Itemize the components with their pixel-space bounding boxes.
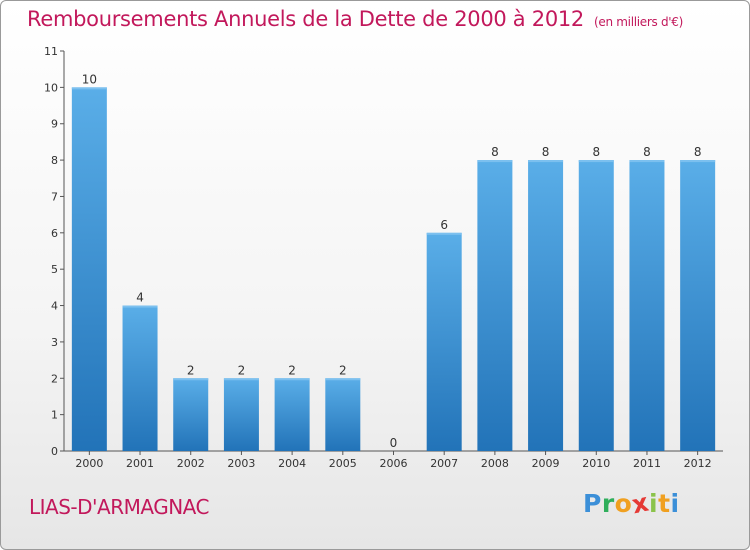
- bar: [680, 160, 716, 451]
- bar: [477, 160, 513, 451]
- bar: [528, 160, 564, 451]
- logo-letter: r: [601, 489, 615, 518]
- bar-highlight: [71, 87, 107, 90]
- bar: [223, 378, 259, 451]
- chart-title: Remboursements Annuels de la Dette de 20…: [27, 7, 683, 31]
- y-tick-label: 1: [51, 409, 58, 422]
- bar: [274, 378, 310, 451]
- y-tick-label: 0: [51, 445, 58, 458]
- bar-highlight: [122, 305, 158, 308]
- x-tick-label: 2012: [684, 457, 712, 470]
- bar-value-label: 4: [136, 291, 144, 305]
- logo-letter: i: [670, 489, 680, 518]
- bar-value-label: 8: [542, 145, 550, 159]
- bar-highlight: [477, 160, 513, 163]
- x-tick-label: 2009: [532, 457, 560, 470]
- y-tick-label: 4: [51, 300, 58, 313]
- x-tick-label: 2000: [75, 457, 103, 470]
- bar: [122, 305, 158, 451]
- bar-highlight: [528, 160, 564, 163]
- bar-value-label: 2: [288, 363, 296, 377]
- bar-value-label: 2: [238, 363, 246, 377]
- y-tick-label: 3: [51, 336, 58, 349]
- x-tick-label: 2011: [633, 457, 661, 470]
- logo-letter: P: [583, 489, 602, 518]
- logo-letter: o: [614, 489, 633, 518]
- y-tick-label: 10: [44, 81, 58, 94]
- logo-letter: i: [649, 489, 659, 518]
- bar-value-label: 8: [491, 145, 499, 159]
- bar-highlight: [578, 160, 614, 163]
- x-tick-label: 2002: [177, 457, 205, 470]
- bar-value-label: 8: [592, 145, 600, 159]
- bar-value-label: 8: [643, 145, 651, 159]
- y-tick-label: 7: [51, 190, 58, 203]
- x-tick-label: 2006: [380, 457, 408, 470]
- bar-value-label: 2: [187, 363, 195, 377]
- bar-value-label: 10: [82, 72, 97, 86]
- bar-value-label: 2: [339, 363, 347, 377]
- bar-value-label: 0: [390, 436, 398, 450]
- bar: [71, 87, 107, 451]
- logo-letter: t: [658, 489, 671, 518]
- proxiti-logo: Proxiti: [583, 488, 680, 520]
- chart-unit: (en milliers d'€): [594, 15, 684, 29]
- x-tick-label: 2010: [582, 457, 610, 470]
- chart-labels: 10 2000 4 2001 2 2002 2 2003 2 2004 2 2005 0 2006 6 200…: [75, 72, 711, 470]
- y-tick-label: 9: [51, 118, 58, 131]
- y-tick-label: 8: [51, 154, 58, 167]
- y-tick-label: 2: [51, 372, 58, 385]
- bar-highlight: [274, 378, 310, 381]
- bar-value-label: 6: [440, 218, 448, 232]
- bar-highlight: [325, 378, 361, 381]
- x-tick-label: 2003: [227, 457, 255, 470]
- x-tick-label: 2001: [126, 457, 154, 470]
- bar: [629, 160, 665, 451]
- chart-bars: [71, 87, 716, 451]
- bar-highlight: [426, 232, 462, 235]
- bar-highlight: [173, 378, 209, 381]
- x-tick-label: 2005: [329, 457, 357, 470]
- bar: [173, 378, 209, 451]
- bar: [578, 160, 614, 451]
- y-tick-label: 11: [44, 45, 58, 58]
- bar-value-label: 8: [694, 145, 702, 159]
- y-tick-label: 5: [51, 263, 58, 276]
- bar: [325, 378, 361, 451]
- x-tick-label: 2007: [430, 457, 458, 470]
- x-tick-label: 2004: [278, 457, 306, 470]
- chart-title-text: Remboursements Annuels de la Dette de 20…: [27, 7, 584, 31]
- y-tick-label: 6: [51, 227, 58, 240]
- bar-highlight: [629, 160, 665, 163]
- bar-highlight: [680, 160, 716, 163]
- bar-highlight: [223, 378, 259, 381]
- x-tick-label: 2008: [481, 457, 509, 470]
- bar: [426, 232, 462, 451]
- place-name: LIAS-D'ARMAGNAC: [29, 495, 209, 519]
